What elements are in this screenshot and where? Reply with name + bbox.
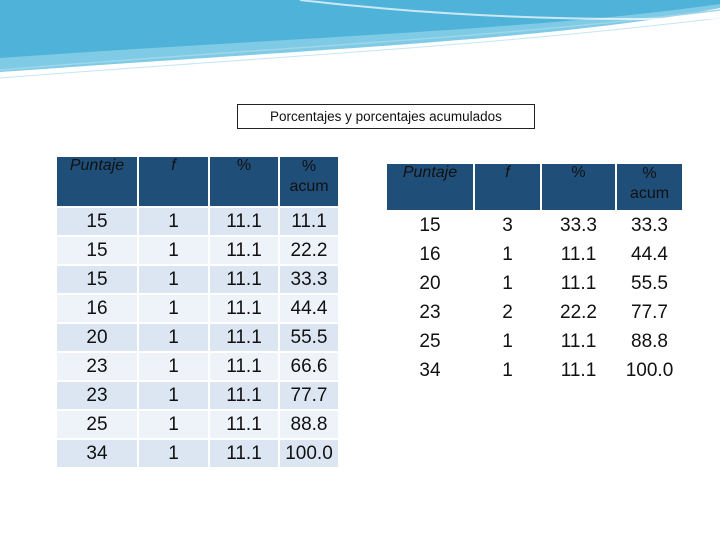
table-row: 15 1 11.1 33.3: [57, 266, 338, 293]
cell-percent: 11.1: [542, 241, 615, 268]
header-percent-acum-line1: %: [642, 165, 657, 182]
cell-puntaje: 15: [57, 208, 137, 235]
cell-percent: 11.1: [210, 353, 278, 380]
cell-f: 1: [139, 382, 208, 409]
header-percent-acum-line2: acum: [289, 178, 329, 195]
header-puntaje: Puntaje: [387, 164, 473, 210]
cell-f: 3: [475, 212, 540, 239]
cell-percent: 33.3: [542, 212, 615, 239]
cell-f: 1: [139, 324, 208, 351]
cell-percent: 11.1: [210, 295, 278, 322]
cell-percent: 11.1: [210, 382, 278, 409]
table-row: 15 3 33.3 33.3: [387, 212, 682, 239]
cell-percent-acum: 44.4: [617, 241, 682, 268]
header-puntaje: Puntaje: [57, 157, 137, 206]
cell-percent-acum: 77.7: [617, 299, 682, 326]
cell-f: 1: [475, 270, 540, 297]
cell-f: 1: [139, 208, 208, 235]
page-title: Porcentajes y porcentajes acumulados: [237, 104, 535, 129]
cell-percent: 11.1: [542, 328, 615, 355]
cell-puntaje: 34: [387, 357, 473, 384]
cell-puntaje: 15: [57, 237, 137, 264]
cell-percent: 11.1: [542, 270, 615, 297]
cell-percent-acum: 55.5: [280, 324, 338, 351]
cell-puntaje: 15: [57, 266, 137, 293]
cell-puntaje: 15: [387, 212, 473, 239]
cell-puntaje: 20: [57, 324, 137, 351]
cell-percent: 11.1: [210, 440, 278, 467]
cell-f: 1: [475, 328, 540, 355]
header-percent: %: [542, 164, 615, 210]
table-row: 20 1 11.1 55.5: [57, 324, 338, 351]
cell-percent-acum: 22.2: [280, 237, 338, 264]
cell-f: 2: [475, 299, 540, 326]
table-row: 16 1 11.1 44.4: [387, 241, 682, 268]
cell-puntaje: 23: [57, 353, 137, 380]
table-row: 23 1 11.1 66.6: [57, 353, 338, 380]
header-f: f: [139, 157, 208, 206]
cell-percent-acum: 77.7: [280, 382, 338, 409]
table-row: 16 1 11.1 44.4: [57, 295, 338, 322]
table-row: 25 1 11.1 88.8: [387, 328, 682, 355]
cell-percent-acum: 33.3: [617, 212, 682, 239]
cell-percent-acum: 44.4: [280, 295, 338, 322]
cell-puntaje: 25: [387, 328, 473, 355]
cell-percent-acum: 88.8: [617, 328, 682, 355]
table-row: 34 1 11.1 100.0: [57, 440, 338, 467]
cell-puntaje: 34: [57, 440, 137, 467]
cell-f: 1: [139, 440, 208, 467]
cell-puntaje: 16: [387, 241, 473, 268]
cell-puntaje: 23: [57, 382, 137, 409]
cell-percent: 11.1: [542, 357, 615, 384]
cell-percent-acum: 11.1: [280, 208, 338, 235]
cell-f: 1: [475, 241, 540, 268]
cell-f: 1: [139, 266, 208, 293]
cell-percent: 11.1: [210, 411, 278, 438]
cell-percent-acum: 55.5: [617, 270, 682, 297]
header-percent-acum-line2: acum: [629, 185, 670, 202]
cell-percent-acum: 88.8: [280, 411, 338, 438]
cell-f: 1: [139, 411, 208, 438]
cell-percent: 11.1: [210, 208, 278, 235]
header-f: f: [475, 164, 540, 210]
table-row: 23 2 22.2 77.7: [387, 299, 682, 326]
cell-puntaje: 20: [387, 270, 473, 297]
header-percent-acum: % acum: [617, 164, 682, 210]
cell-percent: 22.2: [542, 299, 615, 326]
table-row: 34 1 11.1 100.0: [387, 357, 682, 384]
cell-puntaje: 16: [57, 295, 137, 322]
cell-f: 1: [475, 357, 540, 384]
table-row: 23 1 11.1 77.7: [57, 382, 338, 409]
table-header-row: Puntaje f % % acum: [387, 164, 682, 210]
cell-f: 1: [139, 237, 208, 264]
cell-f: 1: [139, 295, 208, 322]
grouped-scores-table: Puntaje f % % acum 15 3 33.3 33.3 16 1 11.1 44.…: [385, 162, 684, 386]
cell-puntaje: 23: [387, 299, 473, 326]
header-percent: %: [210, 157, 278, 206]
cell-percent-acum: 66.6: [280, 353, 338, 380]
table-row: 15 1 11.1 22.2: [57, 237, 338, 264]
cell-percent: 11.1: [210, 324, 278, 351]
header-percent-acum-line1: %: [301, 158, 317, 175]
table-row: 15 1 11.1 11.1: [57, 208, 338, 235]
individual-scores-table: Puntaje f % % acum 15 1 11.1 11.1 15 1 11.1 22.…: [55, 155, 340, 469]
decorative-wave: [0, 0, 720, 79]
cell-percent: 11.1: [210, 237, 278, 264]
cell-f: 1: [139, 353, 208, 380]
header-percent-acum: % acum: [280, 157, 338, 206]
table-row: 20 1 11.1 55.5: [387, 270, 682, 297]
cell-percent-acum: 100.0: [280, 440, 338, 467]
cell-percent-acum: 100.0: [617, 357, 682, 384]
cell-puntaje: 25: [57, 411, 137, 438]
cell-percent: 11.1: [210, 266, 278, 293]
table-header-row: Puntaje f % % acum: [57, 157, 338, 206]
table-row: 25 1 11.1 88.8: [57, 411, 338, 438]
cell-percent-acum: 33.3: [280, 266, 338, 293]
